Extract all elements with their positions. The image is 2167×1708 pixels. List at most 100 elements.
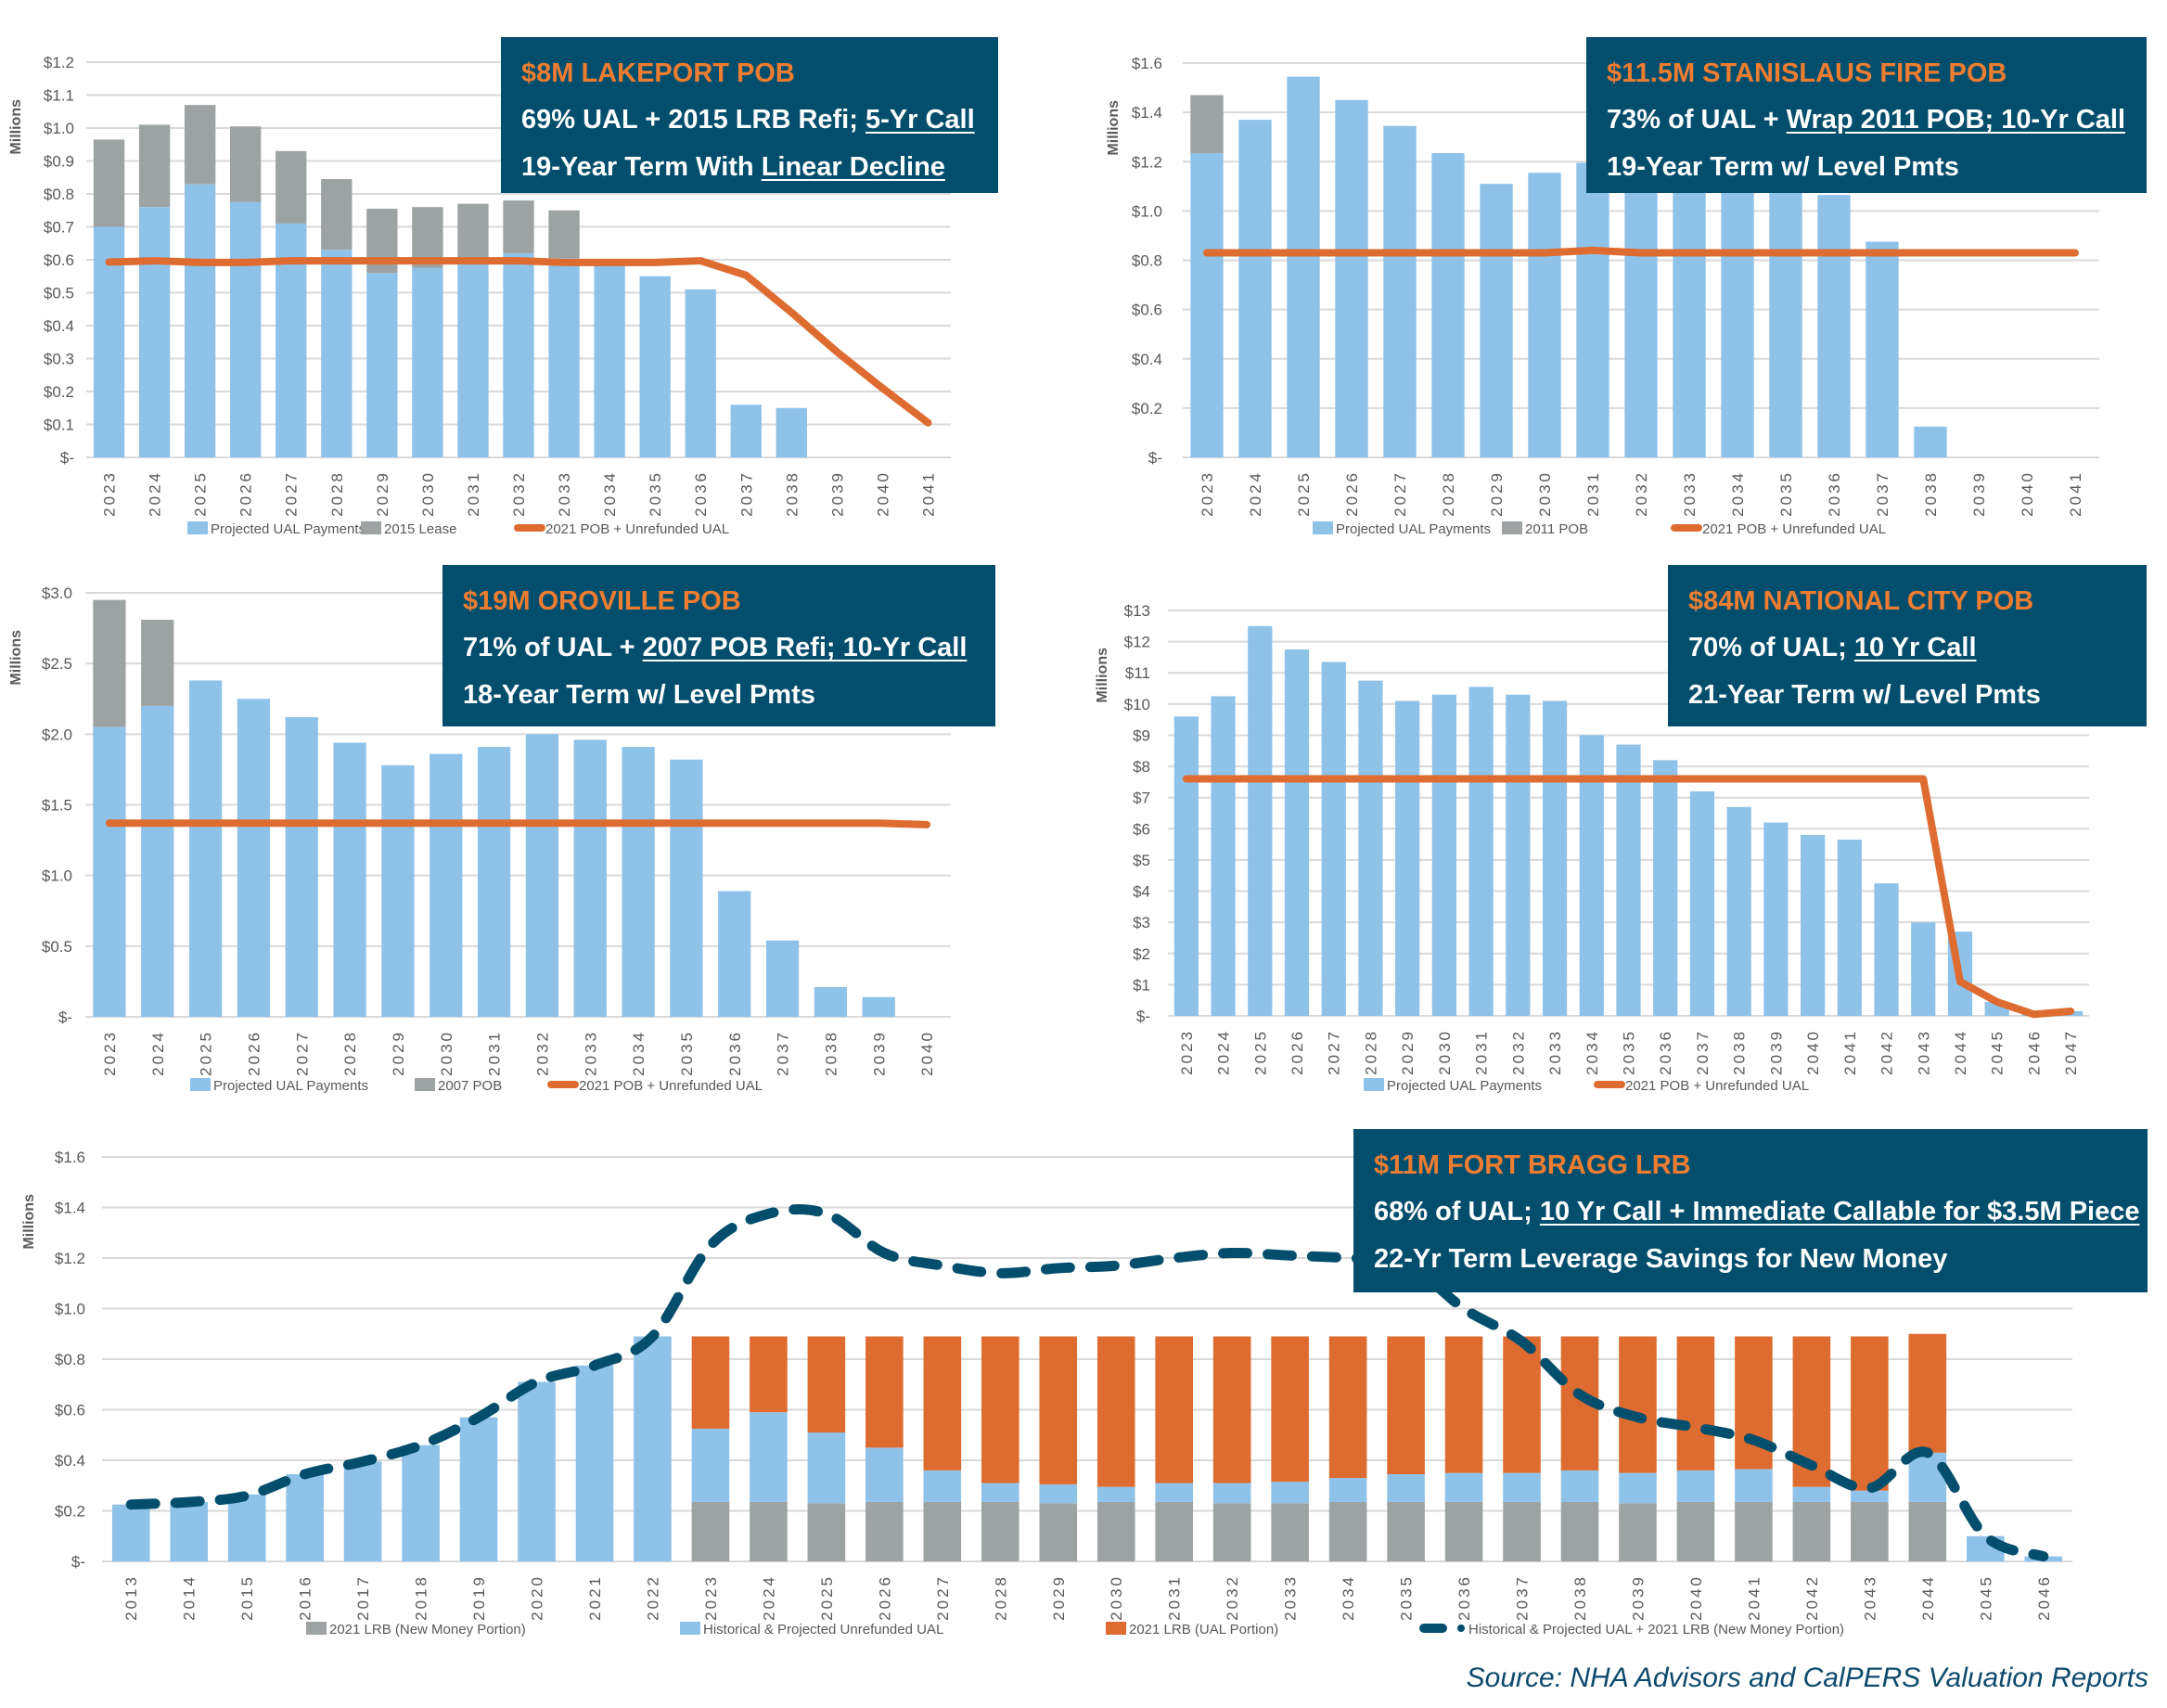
national_city-y-tick-label: $11	[1125, 664, 1150, 682]
oroville-box-title: $19M OROVILLE POB	[463, 586, 741, 616]
oroville-bar-projected-ual-payments-2033	[573, 739, 607, 1017]
fort_bragg-y-axis-label: Millions	[21, 1194, 37, 1250]
stanislaus-box-line1-underlined: Wrap 2011 POB; 10-Yr Call	[1786, 105, 2126, 135]
fort_bragg-bar-2021-lrb-new-money-portion--2042	[1792, 1501, 1831, 1561]
oroville-x-tick-label: 2039	[870, 1030, 888, 1076]
stanislaus-x-tick-label: 2038	[1922, 470, 1940, 517]
fort_bragg-bar-2021-lrb-ual-portion--2030	[1096, 1336, 1135, 1487]
fort_bragg-bar-2021-lrb-ual-portion--2027	[923, 1336, 962, 1470]
national_city-x-tick-label: 2037	[1694, 1029, 1712, 1075]
fort_bragg-x-tick-label: 2029	[1050, 1574, 1068, 1621]
fort_bragg-bar-historical-projected-unrefunded-ual-2033	[1271, 1482, 1309, 1504]
oroville-x-tick-label: 2026	[245, 1030, 263, 1076]
fort_bragg-bar-historical-projected-unrefunded-ual-2036	[1444, 1472, 1483, 1502]
fort_bragg-bar-2021-lrb-new-money-portion--2029	[1039, 1503, 1078, 1561]
oroville-bar-projected-ual-payments-2035	[670, 759, 703, 1017]
stanislaus-bar-projected-ual-payments-2027	[1383, 125, 1417, 457]
stanislaus-x-tick-label: 2027	[1391, 470, 1409, 517]
national_city-y-axis-label: Millions	[1095, 648, 1110, 703]
oroville-x-tick-label: 2032	[533, 1030, 551, 1076]
oroville-bar-projected-ual-payments-2029	[381, 764, 415, 1017]
oroville-box-line1: 71% of UAL + 2007 POB Refi; 10-Yr Call	[463, 624, 975, 672]
fort_bragg-bar-historical-projected-unrefunded-ual-2040	[1676, 1470, 1715, 1502]
fort_bragg-bar-2021-lrb-ual-portion--2035	[1387, 1336, 1425, 1474]
lakeport-box-title: $8M LAKEPORT POB	[521, 58, 795, 88]
fort_bragg-x-tick-label: 2014	[181, 1574, 199, 1621]
fort_bragg-x-tick-label: 2044	[1919, 1574, 1937, 1621]
fort-bragg-box-line2: 22-Yr Term Leverage Savings for New Mone…	[1374, 1236, 2127, 1283]
national_city-bar-projected-ual-payments-2030	[1431, 694, 1457, 1016]
lakeport-legend-item: Projected UAL Payments	[187, 521, 365, 537]
fort_bragg-x-tick-label: 2026	[876, 1574, 893, 1621]
oroville-x-tick-label: 2024	[149, 1030, 167, 1076]
lakeport-x-tick-label: 2030	[419, 470, 437, 517]
national_city-bar-projected-ual-payments-2036	[1653, 760, 1678, 1016]
national_city-x-tick-label: 2039	[1767, 1029, 1785, 1075]
fort_bragg-bar-2021-lrb-new-money-portion--2032	[1212, 1503, 1251, 1561]
fort_bragg-bar-historical-projected-unrefunded-ual-2043	[1851, 1490, 1889, 1502]
lakeport-x-tick-label: 2041	[919, 470, 937, 517]
fort_bragg-bar-2021-lrb-ual-portion--2026	[866, 1336, 904, 1448]
national-city-box-line2-text: 21-Year Term w/ Level Pmts	[1688, 680, 2041, 710]
national_city-y-tick-label: $9	[1133, 726, 1150, 744]
fort_bragg-bar-2021-lrb-new-money-portion--2024	[750, 1501, 788, 1561]
fort_bragg-bar-historical-projected-unrefunded-ual-2038	[1560, 1470, 1599, 1502]
lakeport-y-tick-label: $0.9	[44, 153, 74, 171]
oroville-y-tick-label: $0.5	[42, 938, 72, 956]
fort_bragg-bar-historical-projected-unrefunded-ual-2044	[1908, 1452, 1947, 1502]
fort_bragg-bar-2021-lrb-new-money-portion--2035	[1387, 1501, 1425, 1561]
oroville-x-tick-label: 2025	[198, 1030, 215, 1076]
lakeport-y-tick-label: $0.7	[44, 219, 74, 237]
lakeport-y-axis-label: Millions	[8, 99, 24, 155]
fort_bragg-bar-historical-projected-unrefunded-ual-2031	[1155, 1483, 1194, 1502]
fort_bragg-bar-2021-lrb-new-money-portion--2041	[1735, 1501, 1773, 1561]
lakeport-y-tick-label: $0.6	[44, 251, 74, 269]
stanislaus-bar-projected-ual-payments-2026	[1335, 99, 1368, 457]
national_city-bar-projected-ual-payments-2035	[1616, 744, 1641, 1016]
fort_bragg-bar-2021-lrb-ual-portion--2044	[1908, 1333, 1947, 1453]
national_city-y-tick-label: $10	[1124, 696, 1150, 713]
oroville-y-tick-label: $2.5	[42, 655, 72, 673]
national_city-bar-projected-ual-payments-2041	[1837, 840, 1862, 1016]
lakeport-box-line2-text: 19-Year Term With	[521, 152, 762, 182]
national_city-bar-projected-ual-payments-2028	[1358, 680, 1383, 1016]
stanislaus-bar-projected-ual-payments-2024	[1238, 120, 1272, 457]
legend-label: Historical & Projected UAL + 2021 LRB (N…	[1468, 1622, 1844, 1637]
stanislaus-bar-2011-pob-2023	[1190, 95, 1224, 153]
fort_bragg-bar-2021-lrb-new-money-portion--2023	[691, 1501, 730, 1561]
oroville-y-tick-label: $1.5	[42, 797, 72, 815]
national_city-bar-projected-ual-payments-2031	[1468, 687, 1494, 1016]
lakeport-x-tick-label: 2024	[147, 470, 164, 517]
oroville-bar-projected-ual-payments-2032	[525, 734, 559, 1017]
fort_bragg-x-tick-label: 2028	[992, 1574, 1009, 1621]
national_city-bar-projected-ual-payments-2042	[1874, 883, 1899, 1016]
oroville-info-box: $19M OROVILLE POB 71% of UAL + 2007 POB …	[442, 565, 995, 726]
fort_bragg-x-tick-label: 2036	[1455, 1574, 1473, 1621]
oroville-x-tick-label: 2030	[438, 1030, 455, 1076]
fort_bragg-legend-item: Historical & Projected UAL + 2021 LRB (N…	[1419, 1622, 1844, 1637]
national_city-y-tick-label: $7	[1133, 790, 1150, 807]
oroville-bar-projected-ual-payments-2028	[333, 742, 366, 1017]
lakeport-chart: $- $0.1 $0.2 $0.3 $0.4 $0.5 $0.6 $0.7 $0.8 $0.9 $1…	[8, 54, 951, 537]
lakeport-bar-2015-lease-2033	[548, 210, 580, 259]
lakeport-box-line2: 19-Year Term With Linear Decline	[521, 144, 978, 191]
national_city-x-tick-label: 2034	[1584, 1029, 1601, 1075]
oroville-bar-projected-ual-payments-2036	[718, 891, 751, 1017]
lakeport-x-tick-label: 2028	[328, 470, 346, 517]
lakeport-box-line1-underlined: 5-Yr Call	[865, 105, 975, 135]
fort_bragg-x-tick-label: 2038	[1571, 1574, 1589, 1621]
stanislaus-y-tick-label: $-	[1148, 449, 1162, 467]
legend-label: Projected UAL Payments	[213, 1078, 368, 1094]
fort_bragg-bar-2021-lrb-ual-portion--2037	[1503, 1336, 1541, 1473]
fort_bragg-bar-2021-lrb-new-money-portion--2039	[1619, 1503, 1657, 1561]
national_city-x-tick-label: 2023	[1178, 1029, 1196, 1075]
fort_bragg-x-tick-label: 2030	[1108, 1574, 1125, 1621]
fort_bragg-bar-2021-lrb-new-money-portion--2038	[1560, 1501, 1599, 1561]
national_city-bar-projected-ual-payments-2037	[1689, 790, 1715, 1016]
fort_bragg-x-tick-label: 2033	[1282, 1574, 1300, 1621]
fort_bragg-bar-2021-lrb-ual-portion--2036	[1444, 1336, 1483, 1473]
lakeport-box-line1: 69% UAL + 2015 LRB Refi; 5-Yr Call	[521, 96, 978, 144]
legend-label: 2021 LRB (UAL Portion)	[1129, 1622, 1278, 1637]
stanislaus-x-tick-label: 2026	[1343, 470, 1361, 517]
fort_bragg-bar-2021-lrb-ual-portion--2024	[750, 1336, 788, 1413]
